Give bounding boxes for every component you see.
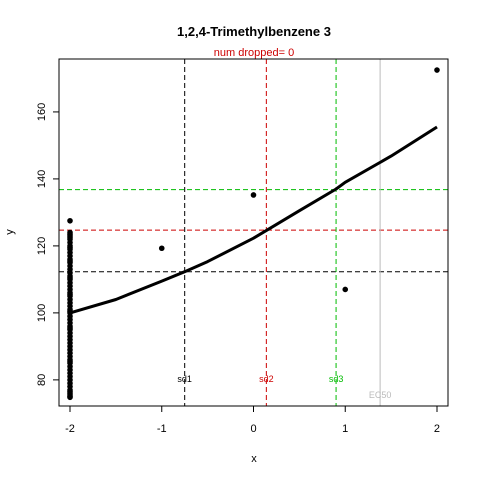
y-tick-label: 100	[36, 304, 48, 322]
vline-label-sd2: sd2	[259, 374, 274, 384]
data-point	[67, 274, 73, 281]
data-point	[67, 388, 73, 395]
horizontal-reference-lines	[59, 189, 448, 273]
chart-subtitle: num dropped= 0	[214, 47, 294, 59]
data-point	[67, 217, 73, 224]
data-point	[67, 258, 73, 264]
y-tick-label: 80	[36, 374, 48, 386]
vertical-reference-lines: sd1 sd2 sd3 EC50	[177, 59, 391, 406]
data-point	[67, 308, 73, 315]
y-axis: 80 100 120 140 160	[36, 103, 59, 386]
vline-label-sd3: sd3	[329, 374, 344, 384]
data-point	[250, 192, 257, 198]
y-axis-label: y	[4, 229, 16, 235]
data-point	[158, 245, 165, 252]
x-tick-label: 0	[250, 423, 256, 435]
fit-curve	[69, 125, 438, 315]
data-point	[67, 244, 73, 251]
x-axis: -2 -1 0 1 2	[65, 406, 440, 435]
data-points	[67, 67, 440, 401]
y-tick-label: 120	[36, 237, 48, 255]
x-tick-label: 1	[342, 423, 348, 435]
data-point	[67, 231, 73, 237]
data-point	[67, 358, 73, 365]
x-axis-label: x	[251, 453, 257, 465]
data-point	[434, 67, 440, 73]
y-tick-label: 140	[36, 170, 48, 188]
vline-label-sd1: sd1	[177, 374, 192, 384]
data-point	[342, 286, 349, 293]
fit-curve-layer	[69, 125, 438, 315]
plot-frame	[58, 58, 449, 407]
x-tick-label: -2	[65, 423, 75, 435]
x-tick-label: 2	[434, 423, 440, 435]
data-point	[67, 325, 73, 331]
y-tick-label: 160	[36, 103, 48, 121]
vline-label-ec50: EC50	[369, 390, 392, 400]
x-tick-label: -1	[157, 423, 167, 435]
chart-title: 1,2,4-Trimethylbenzene 3	[177, 24, 331, 39]
data-point	[67, 291, 73, 298]
